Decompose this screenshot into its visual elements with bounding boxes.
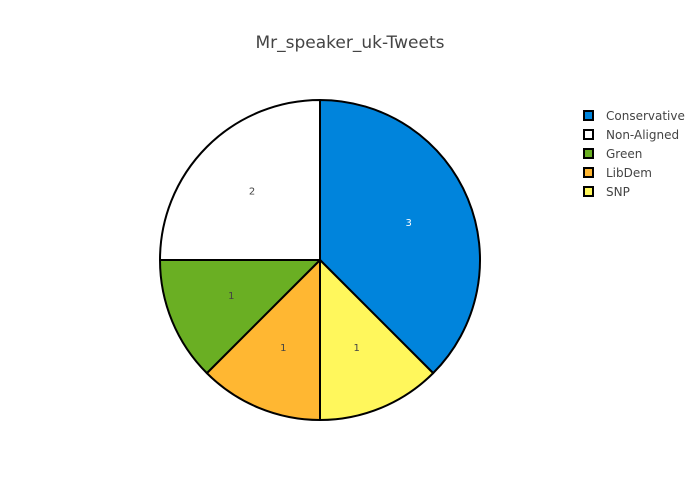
legend-item-libdem[interactable]: LibDem	[583, 163, 685, 182]
pie-slices	[159, 99, 481, 421]
legend-label: Non-Aligned	[606, 127, 680, 142]
legend-label: LibDem	[606, 165, 652, 180]
legend-swatch	[583, 186, 594, 197]
slice-value-label: 2	[249, 187, 255, 198]
legend-item-non-aligned[interactable]: Non-Aligned	[583, 125, 685, 144]
slice-value-label: 3	[406, 218, 412, 229]
legend-label: Conservative	[606, 108, 685, 123]
legend-label: SNP	[606, 184, 630, 199]
slice-value-label: 1	[228, 291, 234, 302]
pie-slice-conservative[interactable]	[319, 99, 481, 375]
pie-slice-libdem[interactable]	[205, 259, 321, 421]
legend-item-snp[interactable]: SNP	[583, 182, 685, 201]
pie-slice-non-aligned[interactable]	[159, 99, 321, 261]
legend-item-green[interactable]: Green	[583, 144, 685, 163]
chart-title: Mr_speaker_uk-Tweets	[255, 33, 445, 53]
legend-swatch	[583, 110, 594, 121]
slice-value-label: 1	[354, 343, 360, 354]
legend-swatch	[583, 167, 594, 178]
pie-slice-green[interactable]	[159, 259, 321, 375]
legend-item-conservative[interactable]: Conservative	[583, 106, 685, 125]
pie-labels: 3 1 1 1 2	[228, 187, 412, 355]
pie-slice-snp[interactable]	[319, 259, 435, 421]
legend: Conservative Non-Aligned Green LibDem SN…	[583, 106, 685, 201]
legend-swatch	[583, 148, 594, 159]
legend-swatch	[583, 129, 594, 140]
slice-value-label: 1	[280, 343, 286, 354]
legend-label: Green	[606, 146, 643, 161]
